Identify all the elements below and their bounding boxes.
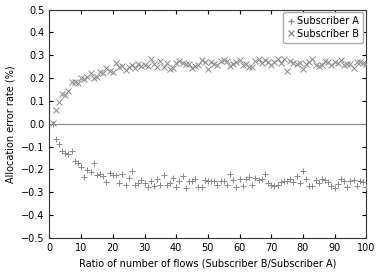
Subscriber A [123, 184, 128, 187]
Subscriber B [342, 64, 346, 67]
Subscriber B [364, 62, 368, 65]
Legend: Subscriber A, Subscriber B: Subscriber A, Subscriber B [283, 13, 363, 43]
Subscriber B [50, 122, 55, 125]
Subscriber B [240, 63, 245, 66]
Subscriber A [183, 187, 188, 190]
Y-axis label: Allocation error rate (%): Allocation error rate (%) [6, 65, 16, 182]
X-axis label: Ratio of number of flows (Subscriber B/Subscriber A): Ratio of number of flows (Subscriber B/S… [79, 258, 336, 269]
Subscriber B [215, 64, 220, 67]
Subscriber A [215, 183, 220, 186]
Line: Subscriber A: Subscriber A [50, 121, 369, 191]
Subscriber B [149, 57, 153, 60]
Subscriber A [364, 185, 368, 189]
Subscriber A [240, 184, 245, 188]
Line: Subscriber B: Subscriber B [50, 56, 369, 126]
Subscriber A [342, 179, 346, 183]
Subscriber A [50, 122, 55, 126]
Subscriber B [351, 66, 356, 69]
Subscriber A [110, 173, 115, 176]
Subscriber B [110, 70, 115, 73]
Subscriber A [351, 179, 356, 182]
Subscriber B [123, 68, 128, 72]
